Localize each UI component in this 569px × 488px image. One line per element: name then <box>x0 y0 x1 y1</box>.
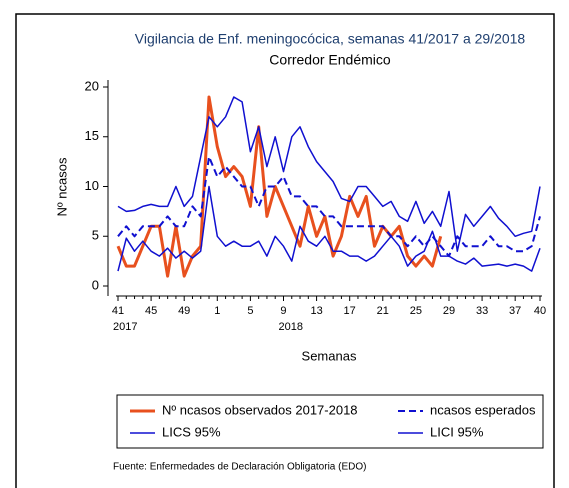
x-tick-label: 33 <box>476 305 488 317</box>
series-line <box>116 95 443 278</box>
x-year-label: 2018 <box>278 321 302 333</box>
y-tick-label: 0 <box>92 277 99 292</box>
x-year-label: 2017 <box>113 321 137 333</box>
legend-label: LICI 95% <box>430 424 484 439</box>
x-tick-label: 9 <box>280 305 286 317</box>
x-tick-label: 40 <box>534 305 546 317</box>
x-tick-label: 29 <box>443 305 455 317</box>
legend-label: Nº ncasos observados 2017-2018 <box>162 402 358 417</box>
x-tick-label: 45 <box>145 305 157 317</box>
x-tick-label: 5 <box>247 305 253 317</box>
y-tick-label: 15 <box>85 128 99 143</box>
chart-subtitle: Corredor Endémico <box>269 52 391 68</box>
chart-title: Vigilancia de Enf. meningocócica, semana… <box>135 31 526 47</box>
legend-box <box>116 394 544 449</box>
x-tick-label: 1 <box>214 305 220 317</box>
x-tick-label: 25 <box>410 305 422 317</box>
x-tick-label: 37 <box>509 305 521 317</box>
y-tick-label: 20 <box>85 78 99 93</box>
y-tick-label: 5 <box>92 228 99 243</box>
series-line <box>117 155 541 258</box>
x-tick-label: 21 <box>377 305 389 317</box>
legend-label: ncasos esperados <box>430 402 536 417</box>
x-axis-label: Semanas <box>302 348 357 363</box>
legend-label: LICS 95% <box>162 424 221 439</box>
x-tick-label: 41 <box>112 305 124 317</box>
series-line <box>117 96 541 252</box>
x-tick-label: 13 <box>310 305 322 317</box>
x-tick-label: 49 <box>178 305 190 317</box>
series-line <box>117 185 541 272</box>
source-note: Fuente: Enfermedades de Declaración Obli… <box>113 462 366 473</box>
x-tick-label: 17 <box>344 305 356 317</box>
y-tick-label: 10 <box>85 178 99 193</box>
y-axis-label: Nº ncasos <box>54 157 69 216</box>
